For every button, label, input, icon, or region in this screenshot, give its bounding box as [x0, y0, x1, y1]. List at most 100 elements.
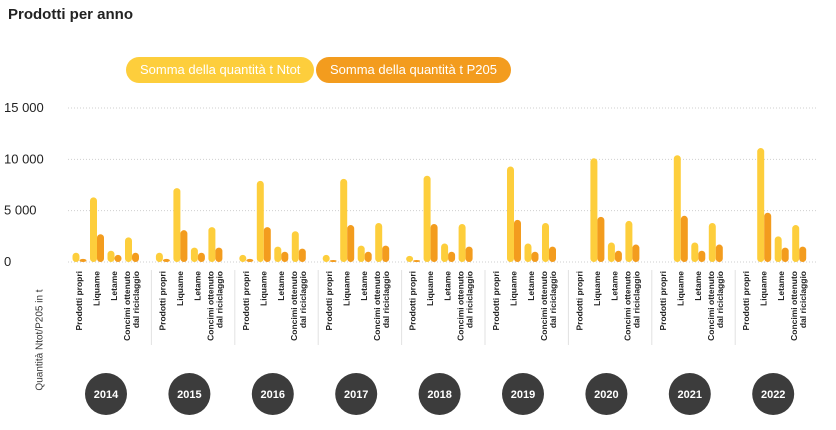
- category-label: Letame: [109, 271, 119, 301]
- bar-p205: [114, 254, 122, 262]
- category-label: Prodotti propri: [157, 271, 167, 331]
- bar-p205: [364, 251, 372, 262]
- year-badge: [85, 373, 127, 415]
- bar-p205: [382, 245, 390, 262]
- category-label: Concimi ottenutodal riciclaggio: [622, 271, 641, 341]
- bar-ntot: [291, 231, 299, 262]
- category-label: Concimi ottenutodal riciclaggio: [205, 271, 224, 341]
- bar-p205: [413, 259, 421, 262]
- bar-ntot: [542, 222, 549, 262]
- bar-ntot: [208, 227, 216, 262]
- bar-p205: [597, 216, 605, 262]
- bar-p205: [680, 215, 688, 262]
- bar-p205: [215, 247, 223, 262]
- category-label: Prodotti propri: [491, 271, 501, 331]
- bar-p205: [329, 259, 337, 262]
- y-tick-label: 0: [4, 254, 11, 269]
- category-label: Liquame: [592, 271, 602, 306]
- category-label: Prodotti propri: [408, 271, 418, 331]
- bar-ntot: [708, 222, 716, 262]
- category-label: Letame: [609, 271, 619, 301]
- bar-ntot: [340, 178, 348, 262]
- category-label: Prodotti propri: [241, 271, 251, 331]
- year-badge: [585, 373, 628, 415]
- category-label: Liquame: [675, 271, 685, 306]
- bar-ntot: [691, 242, 699, 262]
- year-badge: [418, 373, 461, 415]
- bar-ntot: [590, 158, 598, 262]
- bar-p205: [347, 225, 355, 262]
- bar-p205: [79, 258, 87, 262]
- category-label: Prodotti propri: [574, 271, 584, 331]
- category-label: Liquame: [759, 271, 769, 306]
- year-badge: [168, 373, 211, 415]
- year-label: 2014: [94, 389, 119, 401]
- bar-p205: [632, 244, 640, 262]
- category-label: Letame: [443, 271, 453, 301]
- category-label: Liquame: [92, 271, 102, 306]
- category-label: Prodotti propri: [658, 271, 668, 331]
- category-label: Concimi ottenutodal riciclaggio: [122, 271, 141, 341]
- category-label: Concimi ottenutodal riciclaggio: [289, 271, 308, 341]
- year-label: 2019: [511, 389, 535, 401]
- bar-ntot: [625, 220, 633, 262]
- category-label: Liquame: [258, 271, 268, 306]
- category-label: Concimi ottenutodal riciclaggio: [706, 271, 725, 341]
- bar-ntot: [458, 224, 466, 262]
- year-label: 2017: [344, 389, 368, 401]
- bar-p205: [132, 252, 139, 262]
- bar-p205: [246, 258, 254, 262]
- bar-p205: [465, 246, 473, 262]
- bar-ntot: [406, 255, 414, 262]
- legend-ntot[interactable]: Somma della quantità t Ntot: [126, 57, 315, 83]
- bar-ntot: [274, 246, 282, 262]
- bar-p205: [715, 244, 723, 262]
- category-label: Concimi ottenutodal riciclaggio: [456, 271, 475, 341]
- bar-ntot: [423, 175, 431, 262]
- bar-ntot: [322, 254, 330, 262]
- bar-ntot: [507, 166, 514, 262]
- bar-ntot: [357, 245, 365, 262]
- bar-p205: [197, 252, 205, 262]
- category-label: Concimi ottenutodal riciclaggio: [372, 271, 391, 341]
- bar-ntot: [190, 247, 198, 262]
- bar-p205: [514, 219, 521, 262]
- bar-ntot: [757, 148, 765, 262]
- year-badge: [668, 373, 711, 415]
- category-label: Letame: [526, 271, 536, 301]
- bar-ntot: [173, 188, 181, 262]
- bar-ntot: [125, 237, 132, 262]
- bar-ntot: [375, 222, 383, 262]
- bar-ntot: [441, 243, 449, 262]
- bar-p205: [180, 230, 188, 262]
- category-label: Letame: [776, 271, 786, 301]
- legend-p205[interactable]: Somma della quantità t P205: [316, 57, 511, 83]
- category-label: Letame: [192, 271, 202, 301]
- bar-ntot: [239, 254, 247, 262]
- bar-ntot: [673, 155, 681, 262]
- year-badge: [752, 373, 795, 415]
- bar-p205: [430, 224, 438, 262]
- year-badge: [502, 373, 544, 415]
- bar-p205: [162, 258, 170, 262]
- bar-ntot: [90, 197, 97, 262]
- bar-p205: [298, 248, 306, 262]
- y-tick-label: 15 000: [4, 100, 44, 115]
- year-label: 2018: [427, 389, 451, 401]
- bar-p205: [764, 212, 772, 262]
- bar-p205: [531, 251, 539, 262]
- y-tick-label: 5 000: [4, 203, 37, 218]
- year-label: 2020: [594, 389, 618, 401]
- category-label: Concimi ottenutodal riciclaggio: [789, 271, 808, 341]
- y-tick-label: 10 000: [4, 151, 44, 166]
- bar-p205: [614, 250, 622, 262]
- bar-ntot: [72, 252, 80, 262]
- year-label: 2016: [261, 389, 285, 401]
- category-label: Liquame: [509, 271, 519, 306]
- year-badge: [251, 373, 294, 415]
- bar-p205: [549, 246, 556, 262]
- bar-p205: [97, 234, 104, 262]
- category-label: Prodotti propri: [741, 271, 751, 331]
- category-label: Liquame: [175, 271, 185, 306]
